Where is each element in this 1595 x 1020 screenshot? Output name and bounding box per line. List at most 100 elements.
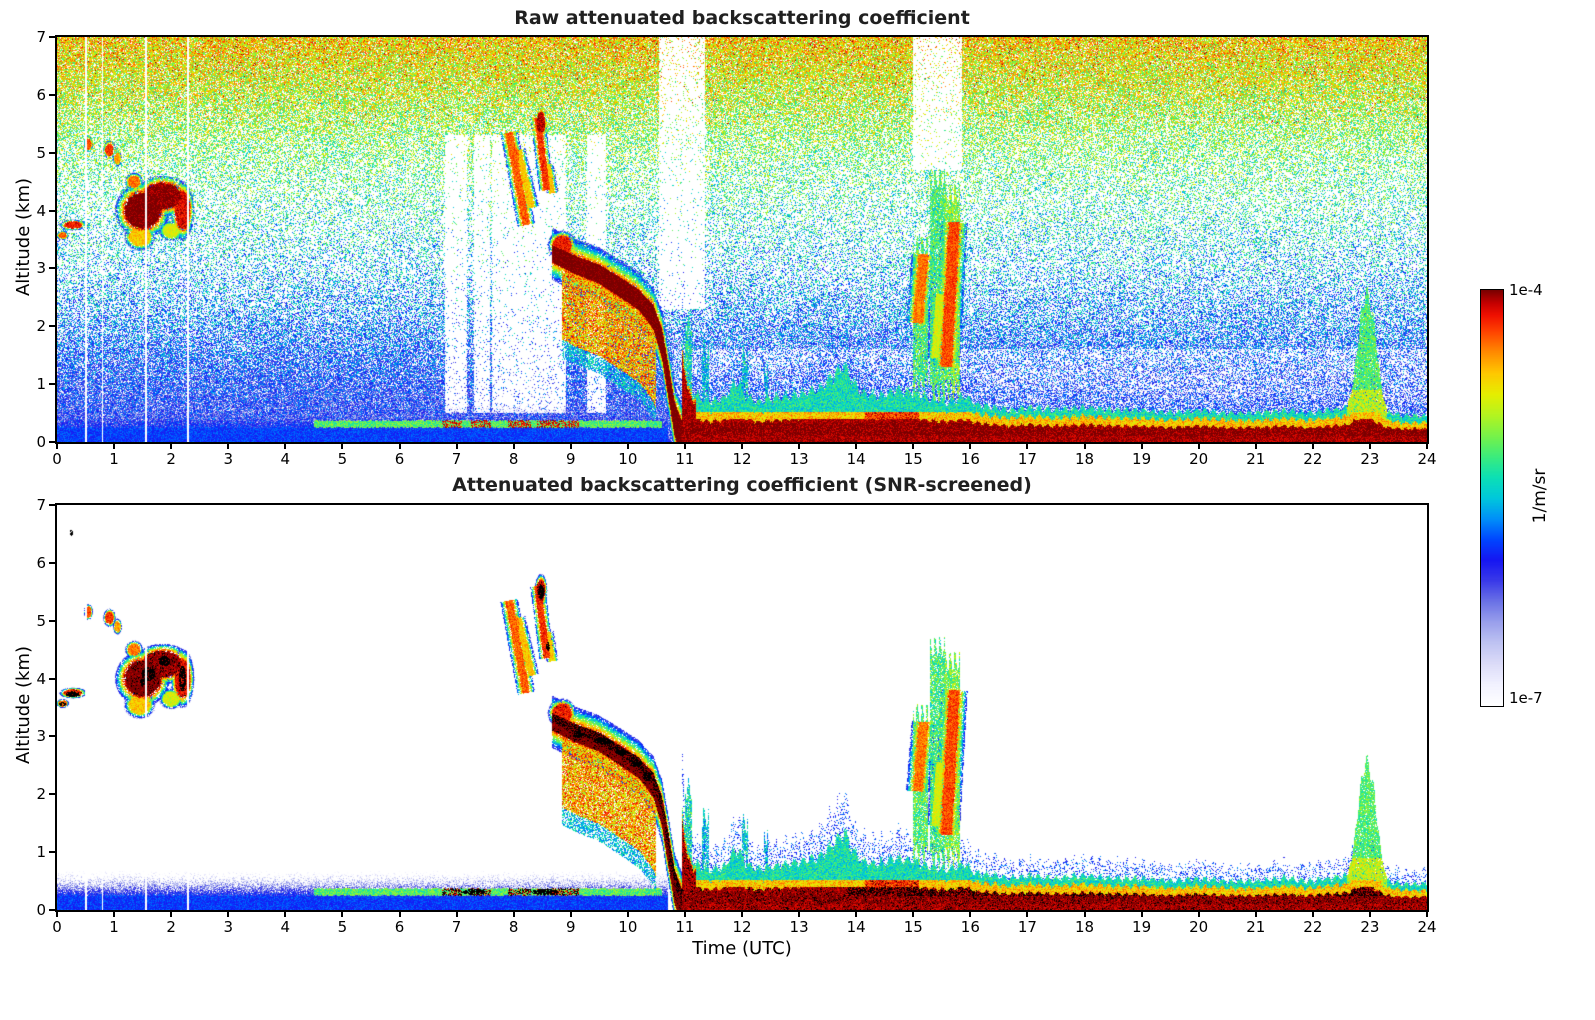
y-tick-mark <box>49 151 55 154</box>
x-tick-label: 7 <box>451 918 462 936</box>
y-tick-mark <box>49 677 55 680</box>
x-tick-mark <box>1083 444 1086 449</box>
x-tick-label: 21 <box>1246 450 1266 468</box>
x-tick-label: 19 <box>1132 918 1152 936</box>
x-tick-label: 0 <box>52 918 62 936</box>
y-tick-mark <box>49 619 55 622</box>
x-tick-label: 19 <box>1132 450 1152 468</box>
x-tick-mark <box>113 444 116 449</box>
x-tick-label: 12 <box>732 918 752 936</box>
x-tick-label: 1 <box>109 918 119 936</box>
y-tick-label: 1 <box>36 843 46 862</box>
x-tick-mark <box>1426 912 1428 917</box>
x-tick-label: 17 <box>1017 918 1037 936</box>
x-tick-label: 9 <box>565 450 576 468</box>
x-tick-mark <box>969 912 972 917</box>
y-tick-label: 5 <box>36 143 46 162</box>
x-tick-label: 15 <box>903 450 923 468</box>
x-tick-label: 21 <box>1246 918 1266 936</box>
x-tick-label: 13 <box>789 918 809 936</box>
x-tick-mark <box>626 444 629 449</box>
x-tick-mark <box>1083 912 1086 917</box>
x-tick-label: 7 <box>451 450 462 468</box>
x-tick-mark <box>569 912 572 917</box>
y-tick-label: 7 <box>36 496 46 514</box>
y-tick-label: 1 <box>36 375 46 394</box>
y-tick-label: 6 <box>36 85 46 104</box>
y-tick-mark <box>49 209 55 212</box>
colorbar-unit-label: 1/m/sr <box>1530 468 1550 524</box>
x-tick-mark <box>626 912 629 917</box>
x-tick-label: 17 <box>1017 450 1037 468</box>
y-tick-label: 2 <box>36 317 46 336</box>
x-tick-label: 3 <box>223 918 234 936</box>
x-tick-mark <box>1254 912 1257 917</box>
x-tick-label: 13 <box>789 450 809 468</box>
y-tick-label: 5 <box>36 611 46 630</box>
y-tick-label: 4 <box>36 201 46 220</box>
panel1-y-axis-label: Altitude (km) <box>13 177 34 297</box>
x-tick-mark <box>1368 444 1371 449</box>
x-tick-mark <box>683 444 686 449</box>
x-tick-mark <box>1311 444 1314 449</box>
x-tick-mark <box>113 912 116 917</box>
x-tick-label: 24 <box>1417 450 1437 468</box>
x-tick-label: 11 <box>675 450 695 468</box>
panel1-heatmap-canvas <box>57 37 1427 442</box>
x-tick-mark <box>170 912 173 917</box>
y-tick-label: 0 <box>36 433 46 451</box>
x-tick-label: 5 <box>337 450 348 468</box>
x-tick-mark <box>56 444 58 449</box>
x-tick-label: 18 <box>1074 450 1095 468</box>
panel2-y-axis-label: Altitude (km) <box>13 645 34 765</box>
x-tick-mark <box>1140 912 1143 917</box>
x-tick-label: 2 <box>166 450 176 468</box>
x-tick-mark <box>912 444 915 449</box>
colorbar-min-label: 1e-7 <box>1509 689 1543 707</box>
x-tick-mark <box>855 912 858 917</box>
y-tick-mark <box>49 504 55 506</box>
y-tick-label: 0 <box>36 901 46 919</box>
y-tick-mark <box>49 325 55 328</box>
x-tick-label: 9 <box>565 918 576 936</box>
x-tick-mark <box>56 912 58 917</box>
x-tick-label: 22 <box>1303 918 1323 936</box>
x-tick-mark <box>284 444 287 449</box>
y-tick-label: 3 <box>36 259 46 278</box>
x-tick-mark <box>455 912 458 917</box>
x-tick-mark <box>341 912 344 917</box>
x-tick-mark <box>798 912 801 917</box>
x-tick-label: 23 <box>1360 450 1380 468</box>
colorbar <box>1480 289 1504 707</box>
x-axis-label: Time (UTC) <box>692 938 792 959</box>
x-tick-mark <box>912 912 915 917</box>
panel1-plot-area <box>55 35 1429 444</box>
x-tick-mark <box>741 444 743 449</box>
x-tick-label: 4 <box>280 918 291 936</box>
x-tick-mark <box>398 444 401 449</box>
x-tick-mark <box>1140 444 1143 449</box>
y-tick-mark <box>49 93 55 96</box>
x-tick-mark <box>741 912 743 917</box>
y-tick-mark <box>49 909 55 911</box>
x-tick-label: 4 <box>280 450 291 468</box>
x-tick-label: 0 <box>52 450 62 468</box>
colorbar-gradient-canvas <box>1481 290 1503 706</box>
x-tick-mark <box>969 444 972 449</box>
x-tick-label: 1 <box>109 450 119 468</box>
x-tick-mark <box>683 912 686 917</box>
x-tick-mark <box>512 444 515 449</box>
x-tick-mark <box>1368 912 1371 917</box>
x-tick-label: 22 <box>1303 450 1323 468</box>
x-tick-label: 2 <box>166 918 176 936</box>
x-tick-label: 5 <box>337 918 348 936</box>
y-tick-mark <box>49 383 55 386</box>
y-tick-mark <box>49 735 55 738</box>
y-tick-mark <box>49 793 55 796</box>
y-tick-label: 6 <box>36 553 46 572</box>
y-tick-mark <box>49 36 55 38</box>
x-tick-mark <box>512 912 515 917</box>
x-tick-label: 24 <box>1417 918 1437 936</box>
y-tick-label: 4 <box>36 669 46 688</box>
